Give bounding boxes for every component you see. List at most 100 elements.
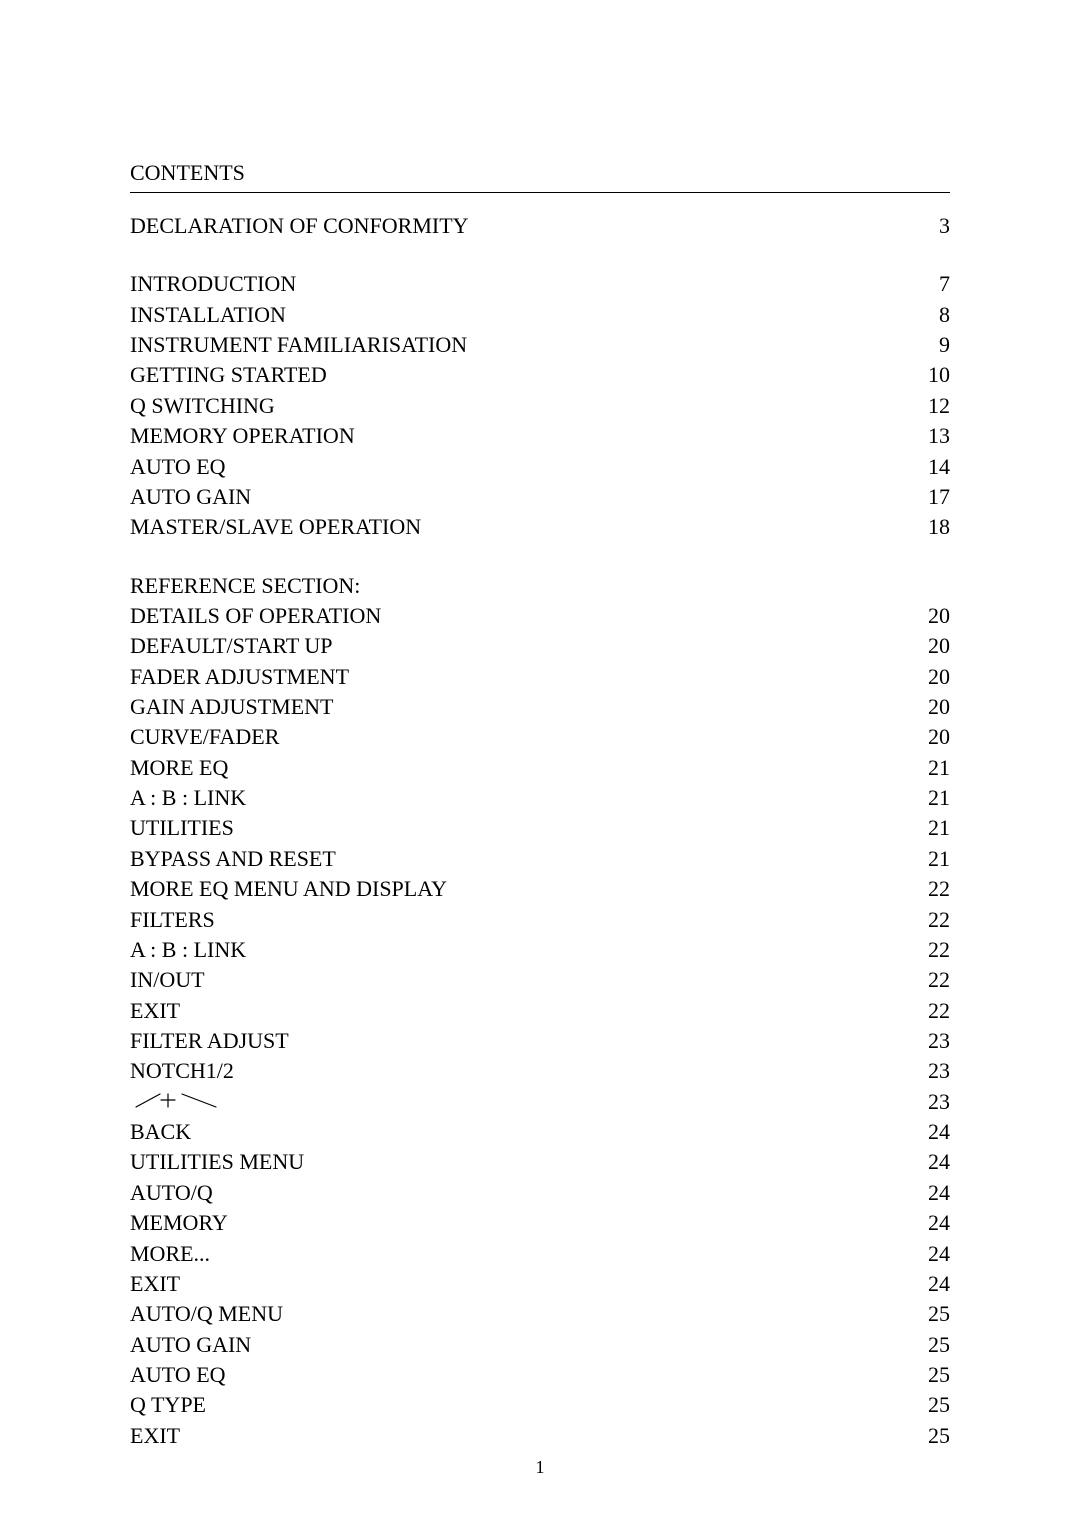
toc-entry-label: Q SWITCHING — [130, 391, 275, 421]
toc-entry-page: 24 — [910, 1178, 950, 1208]
toc-entry: AUTO/Q 24 — [130, 1178, 950, 1208]
toc-entry: REFERENCE SECTION: — [130, 571, 950, 601]
toc-entry-page: 13 — [910, 421, 950, 451]
toc-entry-label: FILTERS — [130, 905, 215, 935]
toc-entry: FADER ADJUSTMENT 20 — [130, 662, 950, 692]
toc-entry-page: 22 — [910, 874, 950, 904]
section-gap — [130, 543, 950, 571]
toc-entry-page: 17 — [910, 482, 950, 512]
toc-entry-label: AUTO/Q MENU — [130, 1299, 283, 1329]
toc-entry-page: 21 — [910, 813, 950, 843]
toc-entry-label: AUTO/Q — [130, 1178, 213, 1208]
toc-entry: EXIT22 — [130, 996, 950, 1026]
toc-entry: NOTCH1/223 — [130, 1056, 950, 1086]
toc-entry-label: AUTO GAIN — [130, 1330, 251, 1360]
toc-entry-page: 25 — [910, 1390, 950, 1420]
toc-entry-label: EXIT — [130, 996, 180, 1026]
toc-entry-page: 20 — [910, 662, 950, 692]
toc-entry-label: DEFAULT/START UP — [130, 631, 333, 661]
toc-entry-label: IN/OUT — [130, 965, 205, 995]
toc-entry-page: 23 — [910, 1026, 950, 1056]
toc-entry-page: 22 — [910, 905, 950, 935]
toc-entry-label: MORE EQ MENU AND DISPLAY — [130, 874, 447, 904]
toc-entry-label: FADER ADJUSTMENT — [130, 662, 349, 692]
toc-entry: GAIN ADJUSTMENT20 — [130, 692, 950, 722]
toc-entry-label: UTILITIES — [130, 813, 234, 843]
toc-entry-label: INTRODUCTION — [130, 269, 296, 299]
toc-entry: INSTRUMENT FAMILIARISATION 9 — [130, 330, 950, 360]
toc-entry-label: BYPASS AND RESET — [130, 844, 336, 874]
toc-entry-label: INSTALLATION — [130, 300, 286, 330]
toc-entry-label: MASTER/SLAVE OPERATION — [130, 512, 421, 542]
toc-entry-label: A : B : LINK — [130, 935, 246, 965]
toc-entry-page: 10 — [910, 360, 950, 390]
toc-entry: MEMORY24 — [130, 1208, 950, 1238]
toc-entry-label: REFERENCE SECTION: — [130, 571, 360, 601]
toc-entry-label: MORE EQ — [130, 753, 228, 783]
toc-entry-label — [130, 1087, 222, 1117]
toc-entry: EXIT 25 — [130, 1421, 950, 1451]
toc-entry-label: AUTO EQ — [130, 452, 226, 482]
toc-entry-label: CURVE/FADER — [130, 722, 279, 752]
toc-entry: DECLARATION OF CONFORMITY3 — [130, 211, 950, 241]
toc-entry-label: INSTRUMENT FAMILIARISATION — [130, 330, 467, 360]
heading-rule — [130, 192, 950, 193]
toc-entry: BACK 24 — [130, 1117, 950, 1147]
toc-entry: DETAILS OF OPERATION 20 — [130, 601, 950, 631]
page-number: 1 — [0, 1457, 1080, 1478]
toc-entry: 23 — [130, 1087, 950, 1117]
toc-entry-label: EXIT — [130, 1269, 180, 1299]
toc-entry-page: 20 — [910, 722, 950, 752]
toc-entry: Q SWITCHING 12 — [130, 391, 950, 421]
toc-entry: UTILITIES 21 — [130, 813, 950, 843]
toc-entry: A : B : LINK 22 — [130, 935, 950, 965]
toc-entry: AUTO GAIN25 — [130, 1330, 950, 1360]
toc-entry-page — [910, 571, 950, 601]
toc-entry: MORE EQ 21 — [130, 753, 950, 783]
toc-entry-page: 25 — [910, 1421, 950, 1451]
toc-entry-label: MEMORY OPERATION — [130, 421, 355, 451]
toc-entry-label: EXIT — [130, 1421, 180, 1451]
toc-entry-page: 20 — [910, 692, 950, 722]
toc-entry-page: 24 — [910, 1147, 950, 1177]
toc-entry-page: 24 — [910, 1117, 950, 1147]
toc-entry: CURVE/FADER 20 — [130, 722, 950, 752]
toc-entry: MORE EQ MENU AND DISPLAY 22 — [130, 874, 950, 904]
toc-entry-page: 22 — [910, 935, 950, 965]
toc-entry-label: NOTCH1/2 — [130, 1056, 234, 1086]
toc-entry-page: 7 — [910, 269, 950, 299]
toc-entry: FILTER ADJUST23 — [130, 1026, 950, 1056]
toc-entry: MORE...24 — [130, 1239, 950, 1269]
toc-entry: AUTO EQ 25 — [130, 1360, 950, 1390]
toc-entry-page: 14 — [910, 452, 950, 482]
toc-entry-label: AUTO GAIN — [130, 482, 251, 512]
toc-entry-page: 9 — [910, 330, 950, 360]
toc-entry-page: 20 — [910, 601, 950, 631]
toc-entry-page: 21 — [910, 783, 950, 813]
toc-entry-label: Q TYPE — [130, 1390, 206, 1420]
toc-entry-page: 21 — [910, 844, 950, 874]
toc-entry-page: 25 — [910, 1360, 950, 1390]
toc-entry-label: AUTO EQ — [130, 1360, 226, 1390]
toc-entry-page: 25 — [910, 1299, 950, 1329]
toc-entry: AUTO EQ 14 — [130, 452, 950, 482]
toc-entry-page: 3 — [910, 211, 950, 241]
toc-entry-label: MORE... — [130, 1239, 210, 1269]
contents-heading: CONTENTS — [130, 160, 950, 186]
toc-entry: AUTO GAIN 17 — [130, 482, 950, 512]
table-of-contents: DECLARATION OF CONFORMITY3 INTRODUCTION 7 I… — [130, 211, 950, 1451]
toc-entry-label: BACK — [130, 1117, 191, 1147]
section-gap — [130, 241, 950, 269]
toc-entry: EXIT24 — [130, 1269, 950, 1299]
toc-entry-page: 21 — [910, 753, 950, 783]
toc-entry: UTILITIES MENU24 — [130, 1147, 950, 1177]
toc-entry-label: DETAILS OF OPERATION — [130, 601, 381, 631]
toc-entry: AUTO/Q MENU 25 — [130, 1299, 950, 1329]
toc-entry: A : B : LINK21 — [130, 783, 950, 813]
toc-entry-page: 8 — [910, 300, 950, 330]
toc-entry: MEMORY OPERATION 13 — [130, 421, 950, 451]
toc-entry-label: GETTING STARTED — [130, 360, 327, 390]
toc-entry-page: 18 — [910, 512, 950, 542]
toc-entry: FILTERS 22 — [130, 905, 950, 935]
toc-entry-page: 12 — [910, 391, 950, 421]
